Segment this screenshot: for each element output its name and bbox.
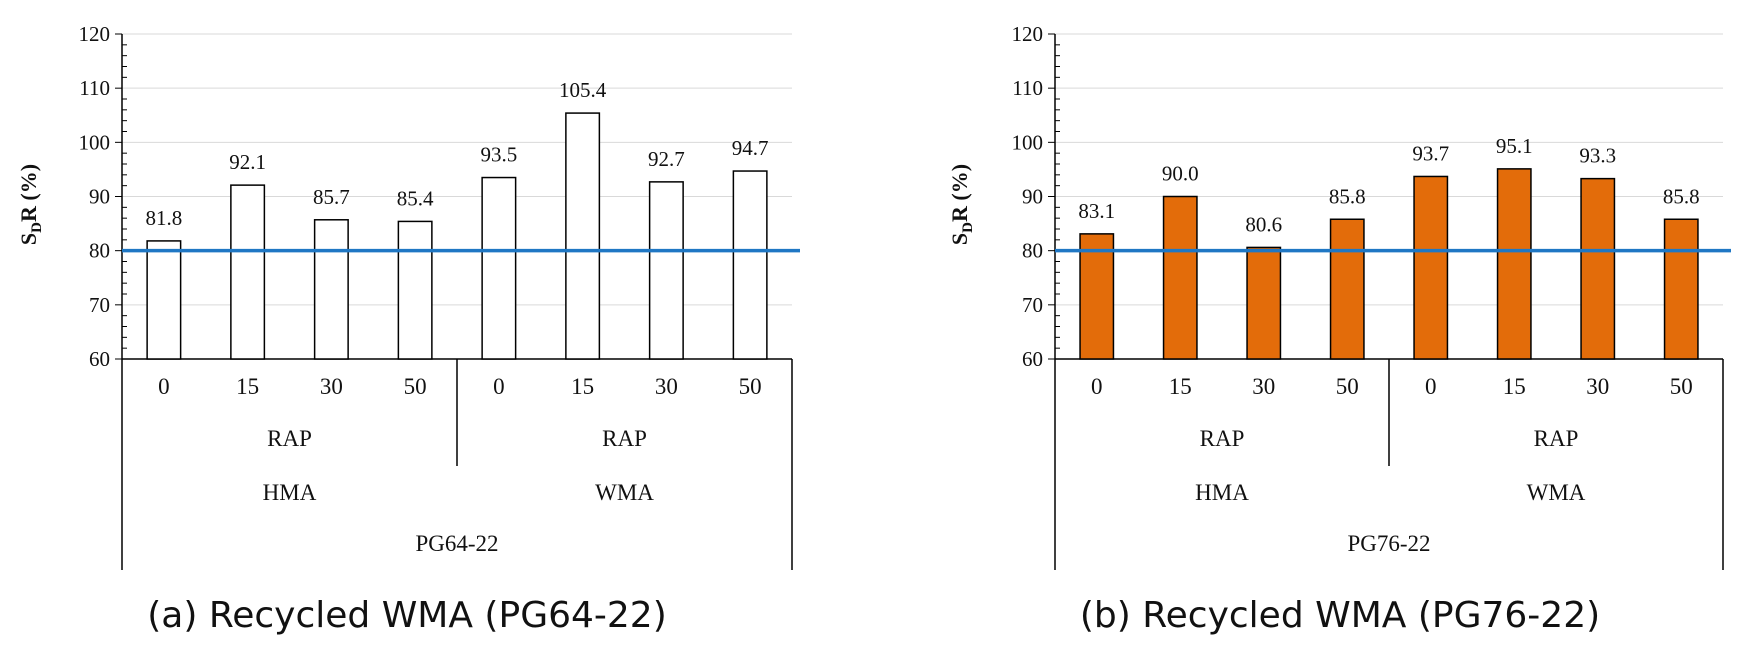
x-category-label: 0	[158, 374, 170, 399]
y-axis-label: SDR (%)	[947, 164, 976, 245]
data-label: 81.8	[146, 206, 183, 230]
y-tick-label: 120	[1012, 22, 1044, 46]
y-tick-label: 90	[89, 185, 110, 209]
y-tick-label: 60	[1022, 347, 1043, 371]
y-tick-label: 60	[89, 347, 110, 371]
x-category-label: 15	[1503, 374, 1526, 399]
data-label: 85.8	[1329, 184, 1366, 208]
y-axis-label-subscript: D	[29, 222, 45, 233]
data-label: 80.6	[1245, 212, 1282, 236]
x-category-label: 30	[655, 374, 678, 399]
data-label: 85.8	[1663, 184, 1700, 208]
bar	[481, 176, 517, 360]
x-category-label: 15	[1169, 374, 1192, 399]
bar	[1162, 195, 1198, 360]
x-category-label: 50	[1670, 374, 1693, 399]
bar	[732, 170, 768, 360]
x-category-label: 15	[571, 374, 594, 399]
data-label: 83.1	[1078, 199, 1115, 223]
data-label: 85.7	[313, 185, 350, 209]
bar	[1329, 218, 1365, 360]
bar	[1580, 177, 1616, 360]
x-category-label: 30	[320, 374, 343, 399]
binder-label: PG64-22	[415, 531, 498, 556]
data-label: 93.5	[481, 143, 518, 167]
bar	[146, 240, 182, 360]
y-tick-label: 70	[1022, 293, 1043, 317]
x-category-label: 30	[1586, 374, 1609, 399]
bar	[1246, 246, 1282, 360]
bar	[565, 112, 601, 360]
data-label: 90.0	[1162, 162, 1199, 186]
binder-label: PG76-22	[1347, 531, 1430, 556]
y-tick-label: 120	[79, 22, 111, 46]
y-tick-label: 100	[1012, 130, 1044, 154]
group-sublabel: RAP	[1200, 426, 1245, 451]
bar	[1496, 168, 1532, 360]
x-category-label: 0	[1091, 374, 1103, 399]
bar	[1413, 175, 1449, 360]
chart-panel-a: 60 70 80 90 100 110 120 81.8 0 92.1 15 85.7 30 85.4 50…	[16, 22, 800, 636]
x-category-label: 0	[493, 374, 505, 399]
bar	[648, 181, 684, 360]
y-axis-label-rest: R (%)	[947, 164, 972, 222]
x-category-label: 15	[236, 374, 259, 399]
figure-caption: (a) Recycled WMA (PG64-22)	[147, 595, 667, 636]
y-tick-label: 110	[1012, 76, 1043, 100]
bar	[313, 219, 349, 360]
y-tick-label: 80	[1022, 239, 1043, 263]
group-label: WMA	[595, 480, 654, 505]
data-label: 94.7	[732, 136, 769, 160]
x-category-label: 30	[1252, 374, 1275, 399]
figure-caption: (b) Recycled WMA (PG76-22)	[1080, 595, 1600, 636]
x-category-label: 0	[1425, 374, 1437, 399]
group-label: HMA	[1195, 480, 1249, 505]
y-axis-label-subscript: D	[960, 222, 976, 233]
group-sublabel: RAP	[1534, 426, 1579, 451]
bar	[1079, 233, 1115, 360]
data-label: 105.4	[559, 78, 607, 102]
y-axis-label-main: S	[16, 233, 41, 245]
y-tick-label: 90	[1022, 185, 1043, 209]
chart-panel-b: 60 70 80 90 100 110 120 83.1 0 90.0 15 80.6 30 85.8 50…	[947, 22, 1731, 636]
bar	[230, 184, 266, 360]
group-label: HMA	[263, 480, 317, 505]
x-category-label: 50	[739, 374, 762, 399]
x-category-label: 50	[404, 374, 427, 399]
y-tick-label: 80	[89, 239, 110, 263]
group-sublabel: RAP	[267, 426, 312, 451]
y-axis-label: SDR (%)	[16, 164, 45, 245]
bar	[397, 220, 433, 360]
group-label: WMA	[1527, 480, 1586, 505]
data-label: 85.4	[397, 186, 434, 210]
data-label: 92.1	[229, 150, 266, 174]
data-label: 93.7	[1412, 141, 1449, 165]
group-sublabel: RAP	[602, 426, 647, 451]
y-axis-label-rest: R (%)	[16, 164, 41, 222]
data-label: 92.7	[648, 147, 685, 171]
y-axis-label-main: S	[947, 233, 972, 245]
data-label: 95.1	[1496, 134, 1533, 158]
y-tick-label: 100	[79, 130, 111, 154]
y-tick-label: 70	[89, 293, 110, 317]
x-category-label: 50	[1336, 374, 1359, 399]
bar	[1663, 218, 1699, 360]
y-tick-label: 110	[79, 76, 110, 100]
data-label: 93.3	[1579, 144, 1616, 168]
